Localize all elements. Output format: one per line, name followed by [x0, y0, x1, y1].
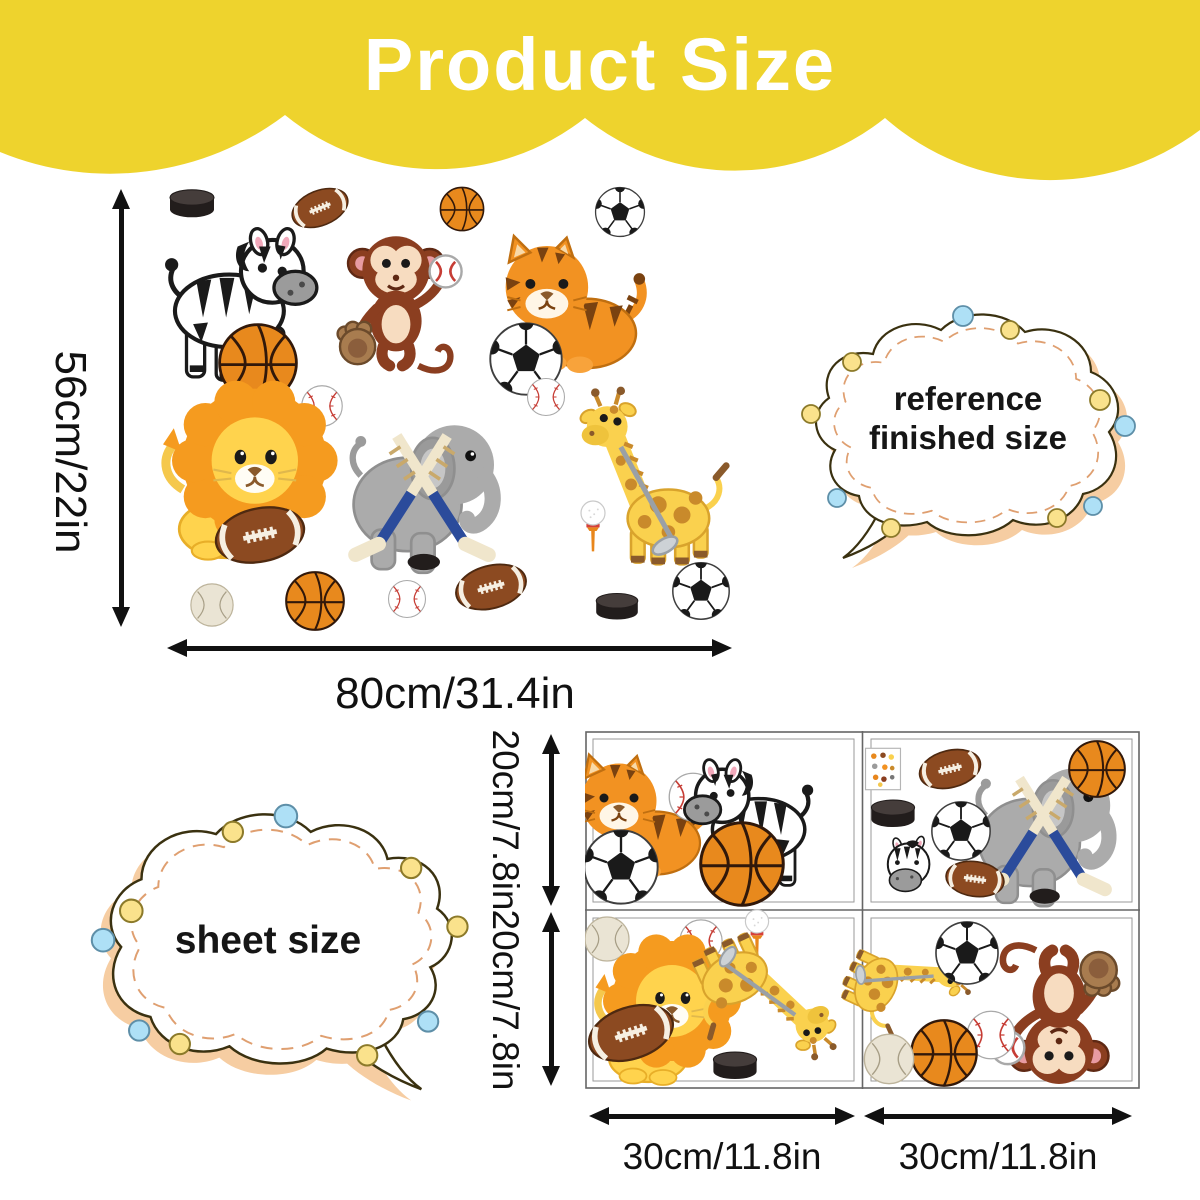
basketball-icon: [699, 821, 785, 907]
main-sticker-group: [163, 179, 734, 631]
football-icon: [451, 557, 531, 617]
golftee-icon: [580, 500, 606, 553]
page-title: Product Size: [363, 23, 837, 106]
monkey-icon: [338, 236, 462, 370]
elephant-icon: [353, 425, 494, 573]
basketball-icon: [285, 571, 345, 631]
main-height-label: 56cm/22in: [46, 350, 95, 554]
puck-icon: [870, 799, 916, 828]
giraffe-icon: [578, 387, 726, 565]
header-scallop-shape: [0, 0, 1200, 181]
main-height-arrow: [112, 189, 130, 627]
sheet-bottom-height-label: 20cm/7.8in: [485, 909, 526, 1091]
soccer-icon: [591, 182, 648, 238]
football-icon: [284, 179, 356, 237]
main-sticker-artwork: [150, 179, 750, 631]
sheet-right-width-label: 30cm/11.8in: [898, 1136, 1098, 1177]
sheet-right-width-arrow: [864, 1107, 1132, 1125]
sheet-top-height-arrow: [542, 734, 560, 906]
sheet-bottom-height-arrow: [542, 912, 560, 1086]
whiteball-icon: [585, 916, 630, 962]
basketball-icon: [1068, 740, 1126, 798]
sheet-grid: [585, 731, 1140, 1089]
puck-icon: [712, 1051, 758, 1080]
reference-size-text: reference finished size: [818, 380, 1118, 458]
reference-size-line1: reference: [893, 380, 1043, 417]
main-width-arrow: [167, 639, 732, 657]
puck-icon: [169, 189, 215, 218]
minisheet-icon: [864, 747, 902, 791]
basketball-icon: [910, 1019, 978, 1087]
whiteball-icon: [190, 583, 234, 627]
soccer-icon: [668, 556, 734, 621]
sheet-left-width-arrow: [589, 1107, 855, 1125]
sheet-size-text: sheet size: [174, 919, 362, 962]
baseball-icon: [387, 579, 427, 619]
sheet-grid-dividers: [585, 731, 1140, 1089]
reference-size-line2: finished size: [868, 418, 1068, 456]
whiteball-icon: [863, 1033, 915, 1085]
sheet-left-width-label: 30cm/11.8in: [622, 1136, 822, 1177]
sheet-top-height-label: 20cm/7.8in: [485, 729, 526, 911]
puck-icon: [595, 593, 639, 621]
main-width-label: 80cm/31.4in: [335, 669, 575, 718]
baseball-icon: [526, 377, 566, 417]
basketball-icon: [439, 186, 485, 232]
header-banner: [0, 0, 1200, 181]
